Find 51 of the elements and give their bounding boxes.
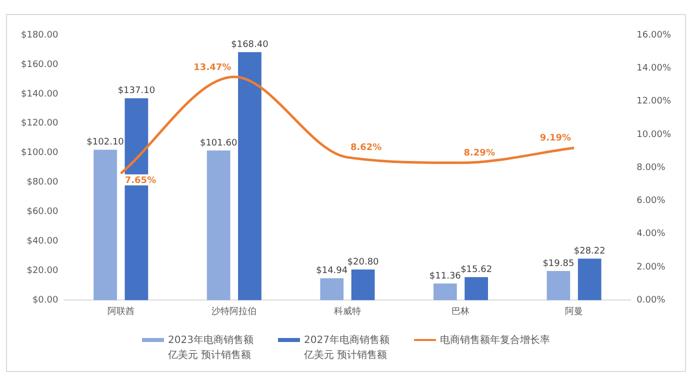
- y-tick-label: $140.00: [21, 89, 58, 100]
- data-label: 13.47%: [194, 62, 232, 73]
- y2-tick-label: 6.00%: [636, 196, 666, 206]
- x-tick-label: 科威特: [334, 306, 361, 317]
- data-label: 7.65%: [124, 176, 156, 186]
- y-tick-label: $80.00: [26, 178, 58, 188]
- data-label: 8.29%: [464, 148, 495, 159]
- y2-tick-label: 10.00%: [636, 130, 672, 140]
- data-label: $102.10: [86, 138, 124, 148]
- y2-tick-label: 12.00%: [636, 96, 672, 107]
- y-tick-label: $0.00: [32, 296, 58, 306]
- x-tick-label: 阿曼: [565, 306, 584, 317]
- legend-label: 2027年电商销售额亿美元 预计销售额: [304, 334, 390, 363]
- bar: [464, 277, 488, 300]
- y2-tick-label: 0.00%: [636, 296, 666, 306]
- bar: [320, 278, 344, 300]
- data-label: $11.36: [429, 271, 462, 282]
- y2-tick-label: 14.00%: [636, 63, 672, 74]
- y-tick-label: $180.00: [21, 30, 58, 40]
- data-label: $15.62: [460, 265, 492, 276]
- data-label: 8.62%: [350, 143, 382, 154]
- y-tick-label: $160.00: [21, 60, 58, 70]
- x-tick-label: 沙特阿拉伯: [212, 306, 257, 317]
- y-tick-label: $40.00: [26, 236, 58, 247]
- bar: [238, 52, 262, 300]
- bar: [94, 150, 117, 300]
- y2-tick-label: 2.00%: [636, 262, 666, 272]
- y2-tick-label: 8.00%: [636, 162, 666, 173]
- legend-label: 电商销售额年复合增长率: [440, 334, 550, 348]
- data-label: 9.19%: [540, 134, 572, 144]
- data-label: $137.10: [118, 86, 156, 96]
- data-label: $101.60: [200, 138, 238, 148]
- x-tick-label: 阿联酋: [107, 306, 134, 317]
- bar: [351, 270, 375, 300]
- y-tick-label: $20.00: [26, 266, 58, 276]
- data-label: $20.80: [347, 257, 380, 268]
- data-label: $19.85: [542, 258, 574, 269]
- bar: [433, 283, 457, 300]
- y-tick-label: $120.00: [21, 118, 58, 129]
- y-tick-label: $60.00: [26, 207, 58, 218]
- x-tick-label: 巴林: [452, 306, 470, 317]
- legend-label: 2023年电商销售额亿美元 预计销售额: [168, 334, 254, 363]
- bar: [206, 150, 230, 300]
- bar: [546, 270, 570, 300]
- y-tick-label: $100.00: [21, 148, 58, 158]
- data-label: $28.22: [574, 246, 606, 256]
- bar: [578, 258, 602, 300]
- y2-tick-label: 16.00%: [636, 30, 672, 40]
- data-label: $168.40: [231, 40, 269, 50]
- y2-tick-label: 4.00%: [636, 229, 666, 240]
- data-label: $14.94: [316, 266, 348, 276]
